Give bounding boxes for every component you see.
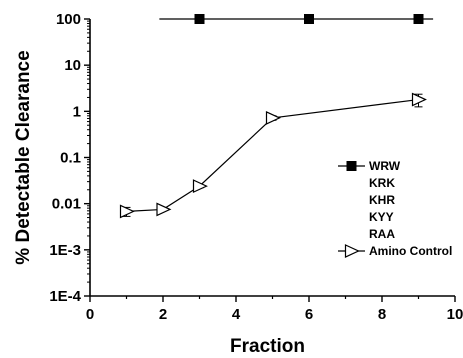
x-tick-label: 0	[86, 306, 94, 323]
y-tick-label: 0.1	[60, 150, 81, 167]
wrw-point	[413, 14, 424, 24]
axis-ticks: 0 2 4 6 8 10 1E-4 1E-3 0.01 0.1 1 10 100	[49, 11, 463, 323]
legend-label: KYY	[369, 210, 394, 224]
wrw-point	[194, 14, 205, 24]
legend-label: WRW	[369, 159, 401, 173]
legend: WRW KRK KHR KYY RAA Amino Control	[338, 159, 452, 258]
amino-control-point	[192, 179, 208, 194]
y-tick-label: 10	[64, 57, 81, 74]
legend-label: KHR	[369, 193, 395, 207]
x-tick-label: 8	[378, 306, 386, 323]
amino-control-point	[411, 92, 427, 107]
amino-control-point	[156, 202, 172, 217]
wrw-point	[304, 14, 314, 24]
x-tick-label: 6	[305, 306, 313, 323]
y-tick-label: 1E-4	[49, 288, 81, 305]
legend-label: RAA	[369, 227, 395, 241]
legend-square-marker	[346, 161, 357, 171]
y-tick-label: 1E-3	[49, 242, 81, 259]
legend-label: KRK	[369, 176, 395, 190]
y-tick-label: 1	[73, 103, 81, 120]
x-axis-title: Fraction	[230, 336, 305, 357]
y-tick-label: 100	[56, 11, 81, 28]
y-axis-title: % Detectable Clearance	[13, 50, 34, 264]
legend-triangle-marker	[344, 244, 360, 258]
x-tick-label: 4	[232, 306, 241, 323]
x-tick-label: 2	[159, 306, 167, 323]
x-tick-label: 10	[447, 306, 463, 323]
y-tick-label: 0.01	[52, 196, 81, 213]
legend-label: Amino Control	[369, 244, 452, 258]
plot-series	[119, 14, 434, 219]
amino-control-point	[265, 110, 281, 125]
amino-control-point	[119, 204, 135, 219]
